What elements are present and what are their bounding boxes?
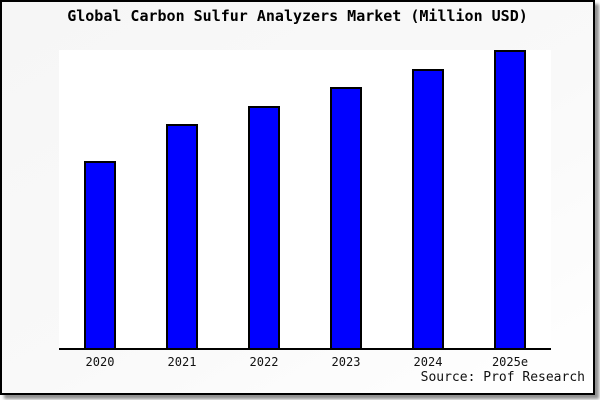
x-axis-labels: 2020 2021 2022 2023 2024 2025e [59,355,551,371]
x-tick-label-2023: 2023 [331,355,361,369]
x-tick-label-2021: 2021 [167,355,197,369]
chart-canvas: Global Carbon Sulfur Analyzers Market (M… [0,0,595,395]
bar-2023 [330,87,362,348]
bar-2021 [166,124,198,348]
bar-2020 [84,161,116,348]
x-tick-label-2022: 2022 [249,355,279,369]
chart-title: Global Carbon Sulfur Analyzers Market (M… [67,7,528,25]
bar-2025e [494,50,526,348]
x-tick-label-2025e: 2025e [491,355,529,369]
bar-2024 [412,69,444,348]
x-tick-label-2020: 2020 [85,355,115,369]
x-tick-label-2024: 2024 [413,355,443,369]
source-note: Source: Prof Research [420,370,585,385]
bar-2022 [248,106,280,348]
plot-area [59,50,551,350]
